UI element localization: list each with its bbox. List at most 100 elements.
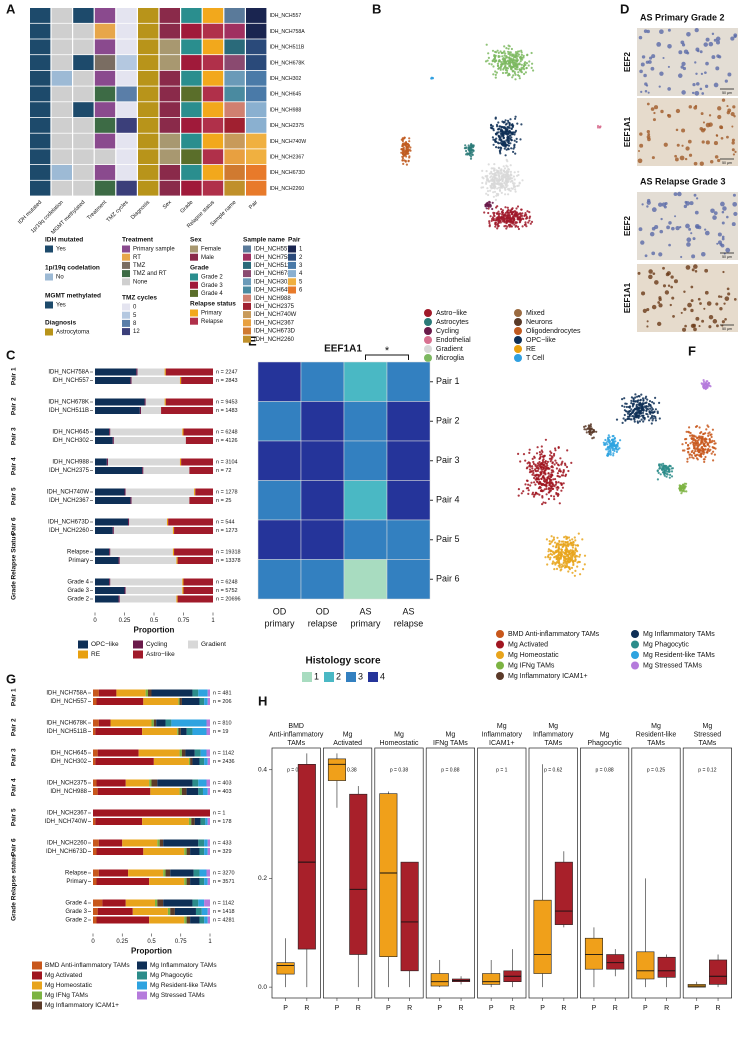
nucleus	[732, 105, 736, 109]
umap-dot	[572, 562, 575, 566]
heatmap-cell	[51, 117, 72, 133]
legend-label: IDH_NCH758A	[254, 255, 295, 261]
umap-dot	[501, 55, 504, 58]
facet-title: BMD	[288, 723, 304, 730]
umap-dot	[588, 432, 591, 435]
umap-dot	[570, 566, 574, 570]
column-label: primary	[264, 618, 295, 628]
umap-dot	[536, 492, 539, 495]
umap-dot	[529, 222, 532, 225]
umap-dot	[708, 382, 711, 385]
nucleus	[637, 158, 643, 164]
umap-dot	[511, 221, 515, 224]
umap-dot	[488, 224, 491, 227]
umap-dot	[496, 49, 499, 52]
umap-dot	[557, 446, 560, 449]
nucleus	[649, 56, 653, 60]
nucleus	[688, 153, 693, 157]
umap-dot	[501, 129, 504, 132]
umap-dot	[485, 192, 488, 195]
umap-dot	[571, 556, 574, 559]
umap-dot	[574, 559, 577, 563]
scale-bar-label: 50 µm	[722, 327, 732, 331]
umap-dot	[663, 474, 666, 477]
umap-dot	[552, 454, 556, 457]
umap-dot	[467, 144, 470, 147]
bar-segment	[181, 788, 187, 795]
heatmap-cell	[181, 70, 202, 86]
umap-dot	[481, 169, 484, 172]
umap-dot	[697, 438, 700, 441]
umap-dot	[710, 435, 713, 439]
umap-dot	[713, 446, 716, 449]
umap-dot	[505, 227, 508, 230]
heatmap-cell	[138, 133, 159, 149]
umap-dot	[604, 443, 607, 446]
heatmap-cell	[138, 39, 159, 55]
umap-dot	[494, 185, 497, 188]
umap-dot	[553, 485, 556, 488]
bar-segment	[151, 719, 154, 727]
bar-segment	[113, 437, 186, 444]
heatmap-cell	[73, 23, 94, 39]
nucleus	[677, 73, 683, 78]
umap-dot	[571, 546, 575, 549]
umap-dot	[514, 51, 518, 54]
row-label: Primary	[68, 558, 89, 564]
umap-dot	[544, 460, 547, 463]
nucleus	[721, 237, 725, 241]
bar-segment	[192, 899, 199, 907]
umap-dot	[506, 188, 509, 191]
umap-dot	[528, 468, 532, 471]
umap-dot	[548, 480, 552, 483]
umap-dot	[656, 469, 659, 473]
umap-dot	[612, 454, 615, 457]
heatmap-cell	[94, 133, 116, 149]
row-label: IDH_NCH645	[50, 751, 87, 757]
n-label: n = 4281	[213, 917, 235, 923]
umap-dot	[538, 457, 541, 460]
row-label: Grade 2	[67, 597, 89, 603]
umap-dot	[560, 489, 563, 492]
heatmap-cell	[94, 55, 116, 70]
umap-dot	[546, 467, 550, 470]
umap-dot	[488, 201, 491, 204]
umap-dot	[499, 68, 502, 71]
umap-dot	[525, 479, 529, 482]
legend-label: Yes	[56, 303, 66, 309]
heatmap-cell	[51, 102, 72, 118]
nucleus	[694, 210, 699, 215]
heatmap-cell	[116, 86, 137, 102]
umap-dot	[510, 66, 513, 69]
nucleus	[644, 254, 648, 258]
heatmap-cell	[246, 55, 267, 70]
umap-dot	[550, 471, 553, 474]
nucleus	[681, 128, 686, 133]
umap-dot	[507, 140, 511, 143]
bar-segment	[95, 728, 143, 735]
umap-dot	[505, 67, 508, 70]
umap-dot	[668, 476, 671, 479]
x-axis-label: Proportion	[131, 947, 172, 956]
nucleus	[715, 66, 720, 71]
bar-segment	[177, 557, 213, 564]
umap-dot	[497, 127, 501, 130]
legend-label: 3	[358, 671, 363, 681]
nucleus	[708, 114, 712, 117]
umap-dot	[404, 160, 407, 163]
umap-dot	[488, 62, 491, 65]
significance-star: *	[385, 345, 390, 357]
nucleus	[721, 235, 725, 239]
bar-segment	[181, 698, 200, 705]
p-value: p = 0.62	[544, 767, 562, 773]
nucleus	[649, 231, 655, 237]
n-label: n = 206	[213, 699, 232, 705]
nucleus	[685, 265, 691, 270]
umap-dot	[507, 175, 510, 178]
bar-segment	[183, 587, 213, 594]
umap-dot	[517, 452, 520, 455]
umap-dot	[705, 380, 708, 383]
heatmap-cell	[51, 70, 72, 86]
umap-dot	[613, 440, 616, 443]
nucleus	[704, 84, 709, 88]
